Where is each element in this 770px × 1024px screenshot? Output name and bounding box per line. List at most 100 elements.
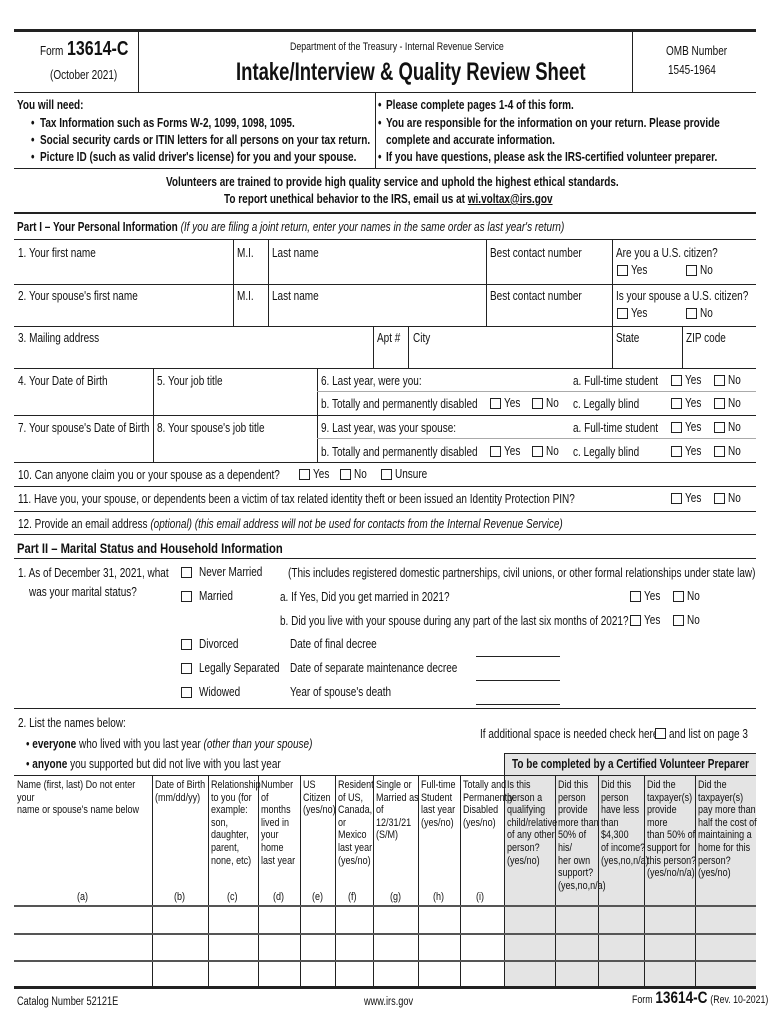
separated-checkbox[interactable] (181, 663, 192, 674)
everyone-italic: (other than your spouse) (203, 737, 313, 751)
need-item: Picture ID (such as valid driver's licen… (40, 150, 357, 164)
table-cell[interactable] (461, 962, 503, 986)
table-cell[interactable] (259, 907, 299, 931)
everyone-bold: everyone (32, 737, 77, 751)
column-header: Resident of US, Canada, or Mexico last y… (338, 779, 374, 867)
table-cell[interactable] (645, 935, 694, 959)
site-link[interactable]: www.irs.gov (364, 996, 414, 1008)
table-cell[interactable] (259, 935, 299, 959)
dependent-yes-checkbox[interactable] (299, 469, 310, 480)
table-cell[interactable] (374, 962, 417, 986)
table-cell[interactable] (599, 907, 643, 931)
mi-label: M.I. (237, 246, 254, 260)
table-cell[interactable] (696, 935, 755, 959)
first-name-label: 1. Your first name (18, 246, 96, 260)
table-cell[interactable] (696, 962, 755, 986)
disabled-yes-checkbox[interactable] (490, 398, 501, 409)
widowed-checkbox[interactable] (181, 687, 192, 698)
spouse-disabled-yes-checkbox[interactable] (490, 446, 501, 457)
spouse-citizen-yes-checkbox[interactable] (617, 308, 628, 319)
identity-theft-yes-checkbox[interactable] (671, 493, 682, 504)
table-cell[interactable] (505, 907, 554, 931)
lived-with-spouse-question: b. Did you live with your spouse during … (280, 614, 629, 628)
column-divider (152, 775, 153, 986)
column-letter: (h) (433, 891, 445, 903)
citizen-no-checkbox[interactable] (686, 265, 697, 276)
table-cell[interactable] (556, 935, 597, 959)
table-cell[interactable] (461, 907, 503, 931)
spouse-blind-yes-checkbox[interactable] (671, 446, 682, 457)
yes-label: Yes (685, 396, 702, 410)
table-cell[interactable] (301, 907, 334, 931)
table-cell[interactable] (505, 962, 554, 986)
table-cell[interactable] (505, 935, 554, 959)
table-cell[interactable] (153, 907, 207, 931)
table-cell[interactable] (336, 935, 372, 959)
married-2021-yes-checkbox[interactable] (630, 591, 641, 602)
anyone-text: you supported but did not live with you … (67, 757, 281, 771)
table-cell[interactable] (599, 935, 643, 959)
fulltime-no-checkbox[interactable] (714, 375, 725, 386)
table-cell[interactable] (301, 962, 334, 986)
table-cell[interactable] (374, 907, 417, 931)
spouse-blind-no-checkbox[interactable] (714, 446, 725, 457)
table-cell[interactable] (599, 962, 643, 986)
table-cell[interactable] (209, 962, 257, 986)
table-cell[interactable] (209, 907, 257, 931)
blind-no-checkbox[interactable] (714, 398, 725, 409)
ethics-email-link[interactable]: wi.voltax@irs.gov (467, 192, 553, 206)
spouse-death-field[interactable] (476, 704, 560, 705)
identity-theft-no-checkbox[interactable] (714, 493, 725, 504)
table-cell[interactable] (15, 935, 151, 959)
table-cell[interactable] (336, 962, 372, 986)
table-cell[interactable] (153, 935, 207, 959)
table-cell[interactable] (645, 907, 694, 931)
married-2021-no-checkbox[interactable] (673, 591, 684, 602)
table-cell[interactable] (419, 935, 459, 959)
column-header: Did this person provide more than 50% of… (558, 779, 606, 892)
married-checkbox[interactable] (181, 591, 192, 602)
page-title: Intake/Interview & Quality Review Sheet (236, 58, 586, 86)
dependent-no-checkbox[interactable] (340, 469, 351, 480)
citizen-yes-checkbox[interactable] (617, 265, 628, 276)
form-number: 13614-C (67, 38, 129, 60)
maintenance-decree-field[interactable] (476, 680, 560, 681)
table-cell[interactable] (301, 935, 334, 959)
table-cell[interactable] (419, 907, 459, 931)
final-decree-field[interactable] (476, 656, 560, 657)
table-cell[interactable] (419, 962, 459, 986)
table-cell[interactable] (374, 935, 417, 959)
table-cell[interactable] (696, 907, 755, 931)
table-cell[interactable] (556, 907, 597, 931)
spouse-fulltime-no-checkbox[interactable] (714, 422, 725, 433)
lived-with-spouse-no-checkbox[interactable] (673, 615, 684, 626)
widowed-label: Widowed (199, 685, 241, 699)
column-divider (504, 775, 505, 986)
table-cell[interactable] (153, 962, 207, 986)
blind-yes-checkbox[interactable] (671, 398, 682, 409)
bullet: • (31, 116, 35, 130)
spouse-fulltime-yes-checkbox[interactable] (671, 422, 682, 433)
q12-note: (optional) (this email address will not … (150, 517, 563, 531)
table-cell[interactable] (15, 962, 151, 986)
additional-space-checkbox[interactable] (655, 728, 666, 739)
dependent-unsure-checkbox[interactable] (381, 469, 392, 480)
table-cell[interactable] (645, 962, 694, 986)
divorced-checkbox[interactable] (181, 639, 192, 650)
table-cell[interactable] (259, 962, 299, 986)
spouse-disabled-no-checkbox[interactable] (532, 446, 543, 457)
spouse-citizen-no-checkbox[interactable] (686, 308, 697, 319)
table-cell[interactable] (209, 935, 257, 959)
never-married-checkbox[interactable] (181, 567, 192, 578)
table-cell[interactable] (336, 907, 372, 931)
table-cell[interactable] (461, 935, 503, 959)
column-header: Name (first, last) Do not enter your nam… (17, 779, 140, 817)
column-header: US Citizen (yes/no) (303, 779, 336, 817)
lived-with-spouse-yes-checkbox[interactable] (630, 615, 641, 626)
table-cell[interactable] (556, 962, 597, 986)
table-cell[interactable] (15, 907, 151, 931)
part2-heading: Part II – Marital Status and Household I… (17, 540, 283, 556)
disabled-no-checkbox[interactable] (532, 398, 543, 409)
spouse-first-name-label: 2. Your spouse's first name (18, 289, 138, 303)
fulltime-yes-checkbox[interactable] (671, 375, 682, 386)
